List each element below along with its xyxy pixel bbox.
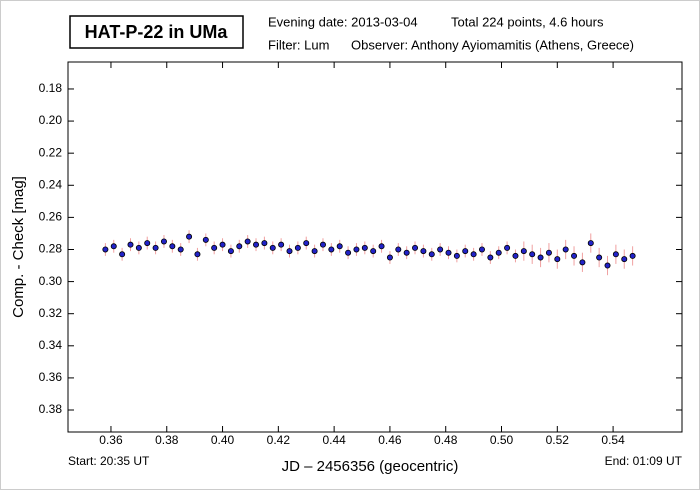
y-tick-label: 0.24 [39, 177, 63, 191]
title-box [69, 15, 244, 49]
data-point [244, 238, 251, 245]
plot-frame [67, 61, 683, 433]
data-point [119, 251, 126, 258]
data-point [110, 243, 117, 250]
info-text: Evening date: 2013-03-04 [268, 14, 418, 29]
data-point [102, 246, 109, 253]
data-point [386, 254, 393, 261]
data-point [621, 256, 628, 263]
data-point [412, 244, 419, 251]
y-tick-label: 0.26 [39, 210, 63, 224]
data-point [144, 240, 151, 247]
data-point [353, 246, 360, 253]
y-tick-label: 0.28 [39, 242, 63, 256]
data-point [437, 246, 444, 253]
data-point [294, 244, 301, 251]
data-point [587, 240, 594, 247]
data-point [286, 248, 293, 255]
x-tick-label: 0.38 [155, 433, 179, 447]
data-point [529, 251, 536, 258]
data-point [487, 254, 494, 261]
data-point [152, 244, 159, 251]
x-tick-label: 0.40 [211, 433, 235, 447]
data-point [345, 249, 352, 256]
data-point [495, 249, 502, 256]
x-tick-label: 0.52 [546, 433, 570, 447]
x-tick-label: 0.44 [322, 433, 346, 447]
end-label: End: 01:09 UT [605, 454, 683, 468]
data-point [579, 259, 586, 266]
y-tick-label: 0.36 [39, 370, 63, 384]
data-point [186, 233, 193, 240]
data-point [236, 243, 243, 250]
y-tick-label: 0.18 [39, 81, 63, 95]
x-tick-label: 0.54 [601, 433, 625, 447]
data-point [545, 249, 552, 256]
y-tick-label: 0.32 [39, 306, 63, 320]
data-point [202, 236, 209, 243]
data-point [395, 246, 402, 253]
y-tick-label: 0.38 [39, 402, 63, 416]
data-point [445, 249, 452, 256]
data-point [269, 244, 276, 251]
data-point [336, 243, 343, 250]
data-point [303, 240, 310, 247]
x-tick-label: 0.36 [99, 433, 123, 447]
data-point [554, 256, 561, 263]
data-point [478, 246, 485, 253]
data-point [612, 251, 619, 258]
data-point [311, 248, 318, 255]
data-point [219, 241, 226, 248]
data-point [420, 248, 427, 255]
x-tick-label: 0.42 [267, 433, 291, 447]
x-tick-label: 0.48 [434, 433, 458, 447]
x-tick-label: 0.46 [378, 433, 402, 447]
data-point [428, 251, 435, 258]
data-point [328, 246, 335, 253]
data-point [160, 238, 167, 245]
start-label: Start: 20:35 UT [68, 454, 150, 468]
data-point [453, 252, 460, 259]
x-tick-label: 0.50 [490, 433, 514, 447]
x-axis-label: JD – 2456356 (geocentric) [282, 458, 459, 475]
y-tick-label: 0.20 [39, 113, 63, 127]
data-point [127, 241, 134, 248]
y-tick-label: 0.34 [39, 338, 63, 352]
data-point [211, 244, 218, 251]
data-point [253, 241, 260, 248]
data-point [403, 249, 410, 256]
data-point [512, 252, 519, 259]
chart-title: HAT-P-22 in UMa [85, 22, 229, 42]
data-point [520, 248, 527, 255]
data-point [571, 252, 578, 259]
data-point [261, 240, 268, 247]
data-point [562, 246, 569, 253]
y-tick-label: 0.30 [39, 274, 63, 288]
info-text: Filter: Lum [268, 37, 329, 52]
data-point [596, 254, 603, 261]
data-point [537, 254, 544, 261]
info-text: Observer: Anthony Ayiomamitis (Athens, G… [351, 37, 634, 52]
data-point [319, 241, 326, 248]
data-point [135, 244, 142, 251]
data-point [227, 248, 234, 255]
data-point [278, 241, 285, 248]
data-point [629, 252, 636, 259]
data-point [470, 251, 477, 258]
y-axis-label: Comp. - Check [mag] [10, 176, 27, 318]
data-point [604, 262, 611, 269]
data-point [370, 248, 377, 255]
info-text: Total 224 points, 4.6 hours [451, 14, 604, 29]
data-point [462, 248, 469, 255]
data-point [378, 243, 385, 250]
data-point [177, 246, 184, 253]
data-point [504, 244, 511, 251]
data-point [194, 251, 201, 258]
data-point [361, 244, 368, 251]
data-point [169, 243, 176, 250]
y-tick-label: 0.22 [39, 145, 63, 159]
